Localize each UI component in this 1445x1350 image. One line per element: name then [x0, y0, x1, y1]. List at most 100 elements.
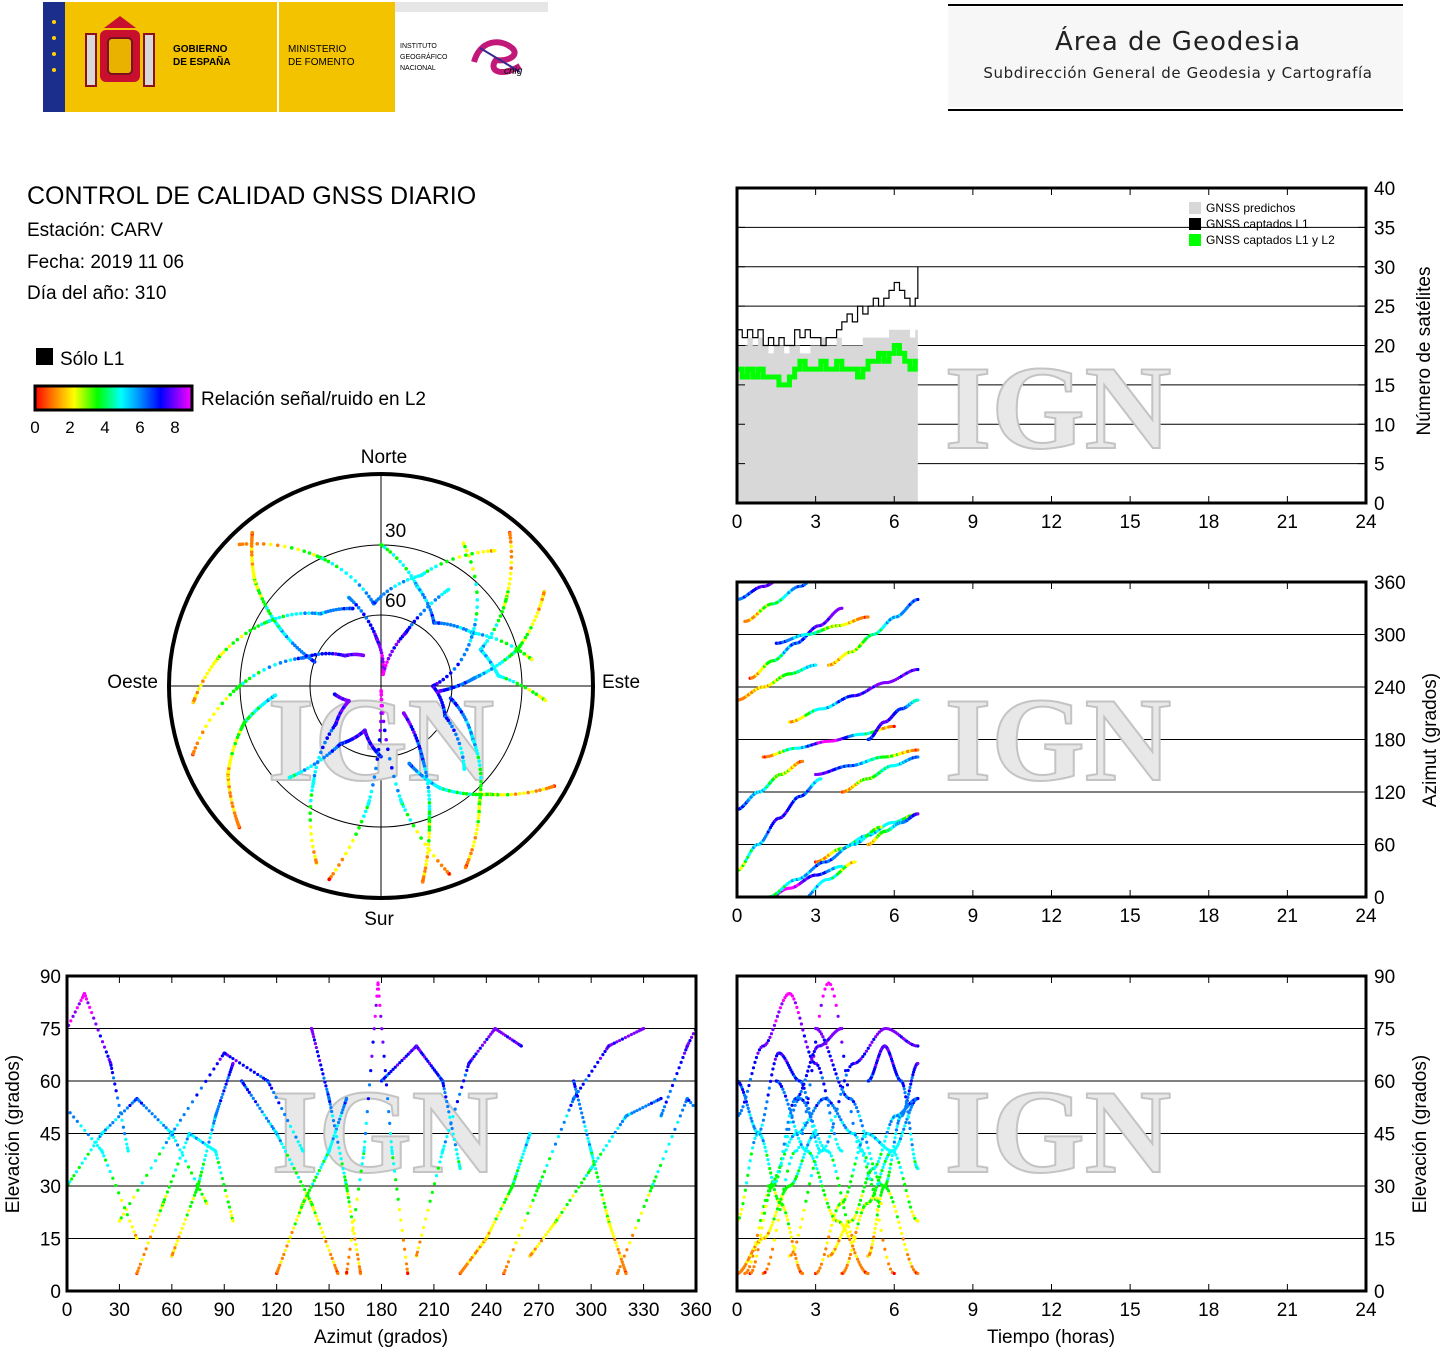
skyplot-track-point: [231, 804, 235, 809]
elevation-time-point: [839, 1233, 844, 1237]
elevation-azimuth-point: [673, 1127, 677, 1131]
skyplot-track-point: [541, 787, 546, 792]
elevation-azimuth-point: [539, 1179, 543, 1183]
elevation-azimuth-point: [222, 1182, 226, 1187]
skyplot-track-point: [494, 637, 499, 641]
elevation-time-point: [841, 1230, 845, 1234]
elevation-time-point: [798, 1092, 802, 1097]
elevation-time-point: [747, 1166, 751, 1170]
elevation-azimuth-point: [187, 1209, 191, 1213]
skyplot-track-point: [404, 566, 408, 571]
elevation-azimuth-point: [404, 1262, 409, 1266]
skyplot-track-point: [477, 807, 482, 811]
elevation-azimuth-point: [503, 1268, 507, 1272]
azimuth-time-point: [916, 748, 920, 752]
legend-predicted-swatch: [1189, 202, 1201, 214]
elevation-time-point: [771, 1028, 775, 1032]
elevation-time-point: [750, 1146, 755, 1150]
elevation-azimuth-point: [599, 1188, 603, 1193]
skyplot-track-point: [334, 607, 338, 612]
skyplot-track-point: [452, 667, 457, 671]
elevation-time-point: [803, 1078, 807, 1082]
elevation-azimuth-point: [667, 1142, 671, 1146]
x-tick-label: 3: [810, 1300, 821, 1321]
skyplot-track-point: [442, 621, 447, 626]
elevation-time-point: [869, 1182, 874, 1187]
elevation-time-point: [768, 1035, 772, 1039]
elevation-time-point: [895, 1156, 899, 1160]
skyplot-track-point: [357, 583, 362, 587]
elevation-time-point: [761, 1139, 765, 1143]
elevation-azimuth-point: [576, 1098, 581, 1102]
snr-colorbar: [33, 384, 194, 412]
skyplot-track-point: [439, 621, 444, 626]
skyplot-track-point: [472, 840, 477, 844]
x-tick-label: 6: [889, 512, 900, 533]
skyplot-track-point: [469, 560, 473, 564]
elevation-azimuth-point: [151, 1229, 155, 1233]
y-tick-label: 45: [1374, 1125, 1395, 1146]
elevation-azimuth-point: [400, 1058, 404, 1063]
y-tick-label: 10: [1374, 415, 1395, 436]
elevation-time-point: [894, 1132, 898, 1136]
x-tick-label: 9: [968, 1300, 979, 1321]
elevation-time-point: [782, 1205, 786, 1209]
elevation-time-point: [786, 1144, 790, 1148]
elevation-azimuth-point: [603, 1049, 607, 1054]
elevation-time-point: [834, 1109, 838, 1113]
elevation-time-point: [776, 1203, 781, 1208]
elevation-azimuth-point: [670, 1083, 675, 1088]
elevation-azimuth-point: [525, 1140, 529, 1144]
skyplot-track-point: [461, 759, 466, 763]
elevation-azimuth-point: [617, 1038, 622, 1043]
elevation-time-point: [907, 1200, 911, 1204]
elevation-time-point: [794, 1256, 798, 1260]
elevation-time-point: [905, 1104, 909, 1109]
elevation-azimuth-point: [140, 1181, 144, 1185]
elevation-time-point: [832, 1163, 837, 1167]
x-tick-label: 15: [1120, 512, 1141, 533]
skyplot-track-point: [359, 609, 364, 613]
elevation-azimuth-point: [451, 1114, 455, 1119]
skyplot-track-point: [204, 724, 208, 729]
elevation-time-point: [799, 1089, 803, 1094]
x-tick-label: 15: [1120, 906, 1141, 927]
elevation-azimuth-point: [625, 1248, 629, 1252]
elevation-azimuth-point: [421, 1225, 426, 1230]
elevation-time-point: [873, 1188, 878, 1192]
elevation-time-point: [879, 1201, 883, 1206]
elevation-azimuth-point: [616, 1126, 620, 1130]
elevation-time-point: [839, 1118, 843, 1122]
elevation-time-point: [763, 1270, 767, 1274]
skyplot-track-point: [396, 639, 401, 644]
elevation-azimuth-point: [312, 1035, 316, 1039]
skyplot-track-point: [256, 624, 261, 628]
skyplot-track-point: [299, 769, 304, 774]
elevation-azimuth-point: [585, 1133, 589, 1137]
azimuth-time-point: [840, 864, 844, 868]
elevation-azimuth-point: [618, 1123, 622, 1127]
elevation-azimuth-point: [220, 1095, 224, 1100]
elevation-azimuth-point: [427, 1061, 432, 1066]
skyplot-track-point: [398, 797, 403, 802]
elevation-time-point: [848, 1065, 852, 1069]
elevation-time-point: [896, 1142, 900, 1146]
elevation-azimuth-point: [218, 1165, 222, 1169]
elevation-time-point: [869, 1246, 874, 1250]
skyplot-north-label: Norte: [361, 447, 407, 468]
skyplot-track-point: [538, 788, 542, 792]
elevation-time-point: [787, 1106, 792, 1111]
elevation-azimuth-point: [352, 1231, 356, 1236]
elevation-azimuth-point: [267, 1080, 271, 1085]
elevation-time-point: [761, 1218, 765, 1223]
y-tick-label: 5: [1374, 455, 1385, 476]
elevation-azimuth-point: [517, 1233, 521, 1237]
elevation-azimuth-point: [344, 1096, 349, 1101]
elevation-azimuth-point: [96, 1137, 100, 1141]
elevation-time-point: [874, 1185, 879, 1189]
skyplot-track-point: [403, 808, 407, 812]
elevation-azimuth-point: [509, 1254, 513, 1258]
elevation-time-point: [741, 1202, 745, 1206]
elevation-time-point: [891, 1149, 895, 1153]
skyplot-track-point: [475, 751, 480, 756]
